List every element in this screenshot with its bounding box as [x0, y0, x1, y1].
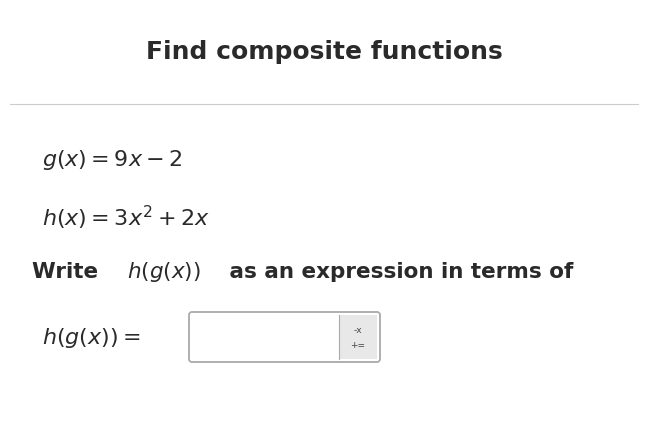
- Text: as an expression in terms of: as an expression in terms of: [222, 261, 581, 281]
- Text: $h(x) = 3x^2 + 2x$: $h(x) = 3x^2 + 2x$: [42, 203, 209, 232]
- Text: +=: +=: [351, 340, 365, 349]
- Text: $h(g(x))$: $h(g(x))$: [127, 259, 201, 283]
- Text: Write: Write: [32, 261, 106, 281]
- Text: -x: -x: [354, 325, 362, 334]
- Bar: [339, 315, 377, 359]
- FancyBboxPatch shape: [189, 312, 380, 362]
- Text: Find composite functions: Find composite functions: [146, 40, 502, 64]
- Text: $h(g(x)) =$: $h(g(x)) =$: [42, 325, 141, 349]
- Text: $g(x) = 9x - 2$: $g(x) = 9x - 2$: [42, 147, 183, 172]
